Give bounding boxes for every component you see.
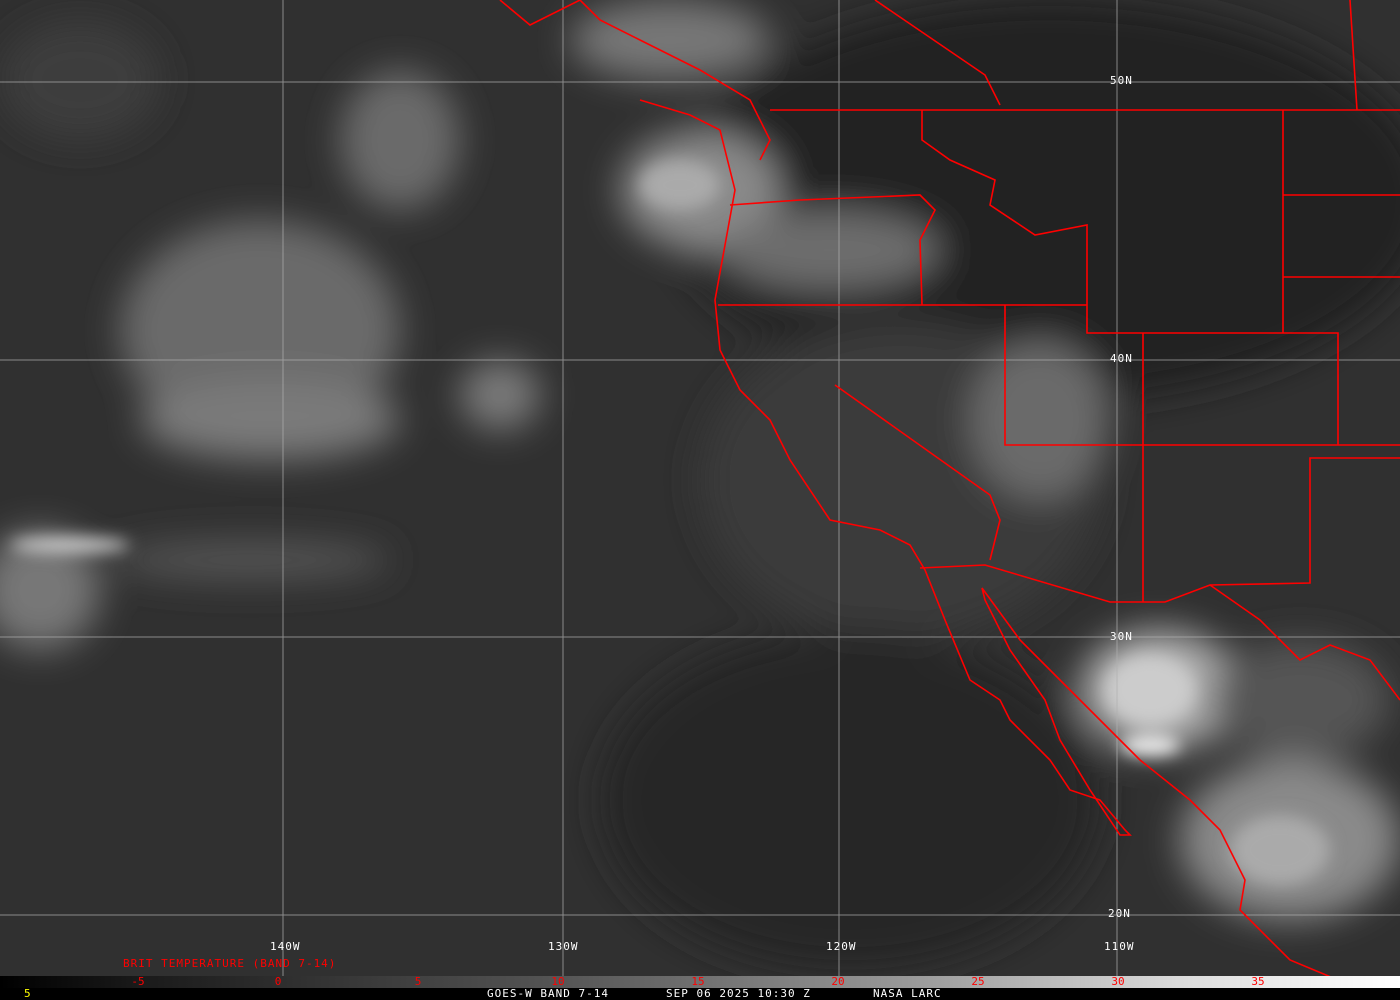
legend-tick: 15 (691, 975, 705, 988)
nm-tx-border (1209, 457, 1400, 586)
corner-value: 5 (24, 987, 32, 1000)
legend-tick: 5 (414, 975, 422, 988)
grid-lines (0, 0, 1400, 976)
lon-label-140w: 140W (270, 940, 301, 953)
political-borders (499, 0, 1400, 986)
cloud-bright (10, 160, 1330, 885)
lon-label-130w: 130W (548, 940, 579, 953)
lat-label-40n: 40N (1110, 352, 1133, 365)
nv-ut-border (1004, 305, 1400, 446)
id-border (921, 110, 1143, 334)
legend-tick: 0 (274, 975, 282, 988)
wa-or-border (729, 194, 936, 306)
color-bar: -5 0 5 10 15 20 25 30 35 (0, 975, 1400, 988)
source-credit: NASA LARC (873, 987, 942, 1000)
lon-label-120w: 120W (826, 940, 857, 953)
timestamp: SEP 06 2025 10:30 Z (666, 987, 811, 1000)
cloud-field (0, 0, 1400, 970)
legend-title: BRIT TEMPERATURE (BAND 7-14) (123, 957, 337, 970)
us-mexico-border (919, 564, 1400, 701)
legend-tick: -5 (131, 975, 145, 988)
legend-tick: 10 (551, 975, 565, 988)
mb-border (1349, 0, 1358, 111)
co-border (1143, 332, 1339, 445)
lon-label-110w: 110W (1104, 940, 1135, 953)
bc-coast (499, 0, 771, 161)
coastline (639, 99, 1351, 986)
legend-tick: 30 (1111, 975, 1125, 988)
footer-bar: 5 GOES-W BAND 7-14 SEP 06 2025 10:30 Z N… (0, 987, 1400, 1000)
satellite-band: GOES-W BAND 7-14 (487, 987, 609, 1000)
legend-tick: 35 (1251, 975, 1265, 988)
lat-label-20n: 20N (1108, 907, 1131, 920)
lat-label-50n: 50N (1110, 74, 1133, 87)
lat-label-30n: 30N (1110, 630, 1133, 643)
canada-east-border (874, 0, 1001, 106)
ca-nv-border (834, 384, 1001, 561)
legend-tick: 25 (971, 975, 985, 988)
legend-tick: 20 (831, 975, 845, 988)
